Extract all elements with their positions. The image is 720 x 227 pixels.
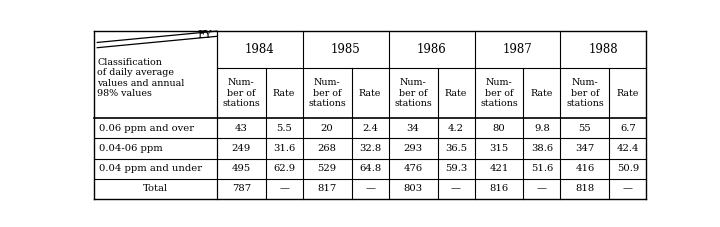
Text: 818: 818 — [575, 184, 595, 193]
Text: 5.5: 5.5 — [276, 124, 292, 133]
Text: 64.8: 64.8 — [359, 164, 381, 173]
Text: 268: 268 — [318, 144, 337, 153]
Text: 4.2: 4.2 — [448, 124, 464, 133]
Text: 31.6: 31.6 — [273, 144, 295, 153]
Text: 529: 529 — [318, 164, 337, 173]
Text: Rate: Rate — [616, 89, 639, 98]
Text: 787: 787 — [232, 184, 251, 193]
Text: Num-
ber of
stations: Num- ber of stations — [308, 78, 346, 108]
Text: Num-
ber of
stations: Num- ber of stations — [566, 78, 604, 108]
Text: 803: 803 — [403, 184, 423, 193]
Text: 1985: 1985 — [330, 43, 361, 56]
Text: 347: 347 — [575, 144, 595, 153]
Text: 816: 816 — [490, 184, 508, 193]
Text: 59.3: 59.3 — [445, 164, 467, 173]
Text: 1988: 1988 — [588, 43, 618, 56]
Text: 20: 20 — [321, 124, 333, 133]
Text: 36.5: 36.5 — [445, 144, 467, 153]
Text: Num-
ber of
stations: Num- ber of stations — [480, 78, 518, 108]
Text: FY: FY — [198, 30, 212, 40]
Text: —: — — [537, 184, 547, 193]
Text: 416: 416 — [575, 164, 595, 173]
Text: 0.04 ppm and under: 0.04 ppm and under — [99, 164, 202, 173]
Text: 32.8: 32.8 — [359, 144, 381, 153]
Text: 42.4: 42.4 — [616, 144, 639, 153]
Text: Classification
of daily average
values and annual
98% values: Classification of daily average values a… — [97, 58, 184, 98]
Text: 495: 495 — [232, 164, 251, 173]
Text: 34: 34 — [407, 124, 420, 133]
Text: 43: 43 — [235, 124, 248, 133]
Text: Rate: Rate — [359, 89, 382, 98]
Text: 51.6: 51.6 — [531, 164, 553, 173]
Text: 293: 293 — [403, 144, 423, 153]
Text: 476: 476 — [403, 164, 423, 173]
Text: 315: 315 — [490, 144, 508, 153]
Text: 421: 421 — [490, 164, 508, 173]
Text: Num-
ber of
stations: Num- ber of stations — [222, 78, 260, 108]
Text: 1987: 1987 — [503, 43, 532, 56]
Text: —: — — [279, 184, 289, 193]
Text: 1986: 1986 — [417, 43, 446, 56]
Text: Rate: Rate — [273, 89, 295, 98]
Text: 80: 80 — [492, 124, 505, 133]
Text: 55: 55 — [578, 124, 591, 133]
Text: 6.7: 6.7 — [620, 124, 636, 133]
Text: —: — — [451, 184, 461, 193]
Text: —: — — [365, 184, 375, 193]
Text: 249: 249 — [232, 144, 251, 153]
Text: Total: Total — [143, 184, 168, 193]
Text: —: — — [623, 184, 633, 193]
Text: 50.9: 50.9 — [617, 164, 639, 173]
Text: 9.8: 9.8 — [534, 124, 550, 133]
Text: 62.9: 62.9 — [273, 164, 295, 173]
Text: 817: 817 — [318, 184, 337, 193]
Text: 38.6: 38.6 — [531, 144, 553, 153]
Text: Num-
ber of
stations: Num- ber of stations — [394, 78, 432, 108]
Text: Rate: Rate — [531, 89, 553, 98]
Text: 0.06 ppm and over: 0.06 ppm and over — [99, 124, 194, 133]
Text: 2.4: 2.4 — [362, 124, 378, 133]
Text: Rate: Rate — [445, 89, 467, 98]
Text: 0.04-06 ppm: 0.04-06 ppm — [99, 144, 163, 153]
Text: 1984: 1984 — [245, 43, 274, 56]
